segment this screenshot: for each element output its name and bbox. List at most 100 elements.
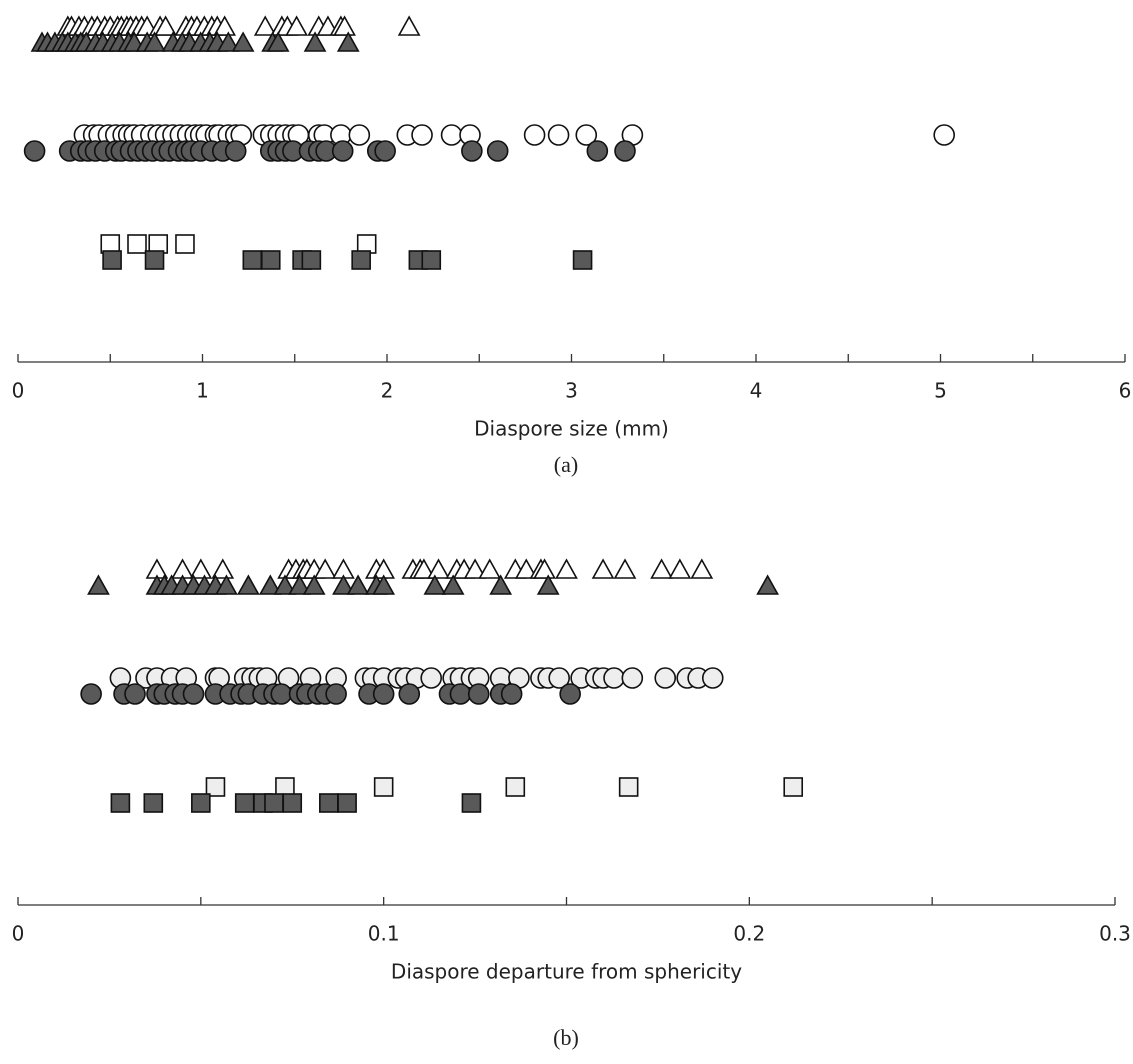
circle-marker bbox=[548, 667, 570, 689]
triangle-marker bbox=[613, 558, 637, 579]
x-axis-label: Diaspore departure from sphericity bbox=[391, 960, 742, 984]
x-tick-label: 0 bbox=[12, 379, 25, 403]
triangle-marker bbox=[514, 558, 538, 579]
square-marker bbox=[301, 250, 322, 270]
square-marker bbox=[351, 250, 371, 270]
square-marker bbox=[205, 777, 226, 797]
triangle-marker bbox=[690, 558, 714, 579]
triangle-marker bbox=[668, 558, 692, 579]
triangle-marker bbox=[87, 574, 110, 595]
triangle-marker bbox=[423, 574, 447, 595]
circle-marker bbox=[182, 683, 205, 705]
circle-marker bbox=[80, 683, 102, 705]
x-tick-label: 6 bbox=[1119, 379, 1132, 403]
triangle-marker bbox=[253, 15, 277, 36]
square-marker bbox=[572, 250, 593, 270]
caption: (b) bbox=[553, 1025, 579, 1050]
triangle-marker bbox=[143, 31, 166, 52]
circle-marker bbox=[420, 667, 443, 689]
x-tick-label: 0.2 bbox=[733, 922, 765, 946]
x-tick-label: 3 bbox=[565, 379, 578, 403]
circle-marker bbox=[586, 140, 609, 162]
triangle-marker bbox=[231, 31, 255, 52]
square-marker bbox=[144, 250, 165, 270]
square-marker bbox=[618, 777, 639, 797]
triangle-marker bbox=[536, 574, 560, 595]
circle-marker bbox=[325, 683, 347, 705]
square-marker bbox=[191, 793, 211, 813]
circle-marker bbox=[654, 667, 677, 689]
triangle-marker bbox=[258, 574, 282, 595]
triangle-marker bbox=[372, 574, 396, 595]
circle-marker bbox=[331, 140, 354, 162]
square-marker bbox=[783, 777, 804, 797]
triangle-marker bbox=[397, 15, 421, 36]
triangle-marker bbox=[555, 558, 578, 579]
triangle-marker bbox=[285, 15, 308, 36]
square-marker bbox=[175, 234, 195, 254]
triangle-marker bbox=[412, 558, 436, 579]
square-marker bbox=[373, 777, 394, 797]
x-tick-label: 0.1 bbox=[368, 922, 400, 946]
square-marker bbox=[242, 250, 263, 270]
triangle-marker bbox=[237, 574, 260, 595]
x-axis-label: Diaspore size (mm) bbox=[474, 417, 669, 441]
circle-marker bbox=[374, 140, 396, 162]
square-marker bbox=[461, 793, 482, 813]
circle-marker bbox=[559, 683, 581, 705]
triangle-marker bbox=[533, 558, 556, 579]
x-tick-label: 1 bbox=[196, 379, 209, 403]
triangle-marker bbox=[266, 31, 290, 52]
triangle-marker bbox=[332, 574, 355, 595]
x-tick-label: 2 bbox=[381, 379, 394, 403]
square-marker bbox=[282, 793, 303, 813]
triangle-marker bbox=[441, 574, 465, 595]
caption: (a) bbox=[554, 452, 578, 477]
triangle-marker bbox=[478, 558, 502, 579]
triangle-marker bbox=[427, 558, 450, 579]
triangle-marker bbox=[346, 574, 370, 595]
triangle-marker bbox=[756, 574, 779, 595]
circle-marker bbox=[440, 124, 463, 146]
circle-marker bbox=[372, 683, 395, 705]
triangle-marker bbox=[591, 558, 615, 579]
x-tick-label: 4 bbox=[750, 379, 763, 403]
circle-marker bbox=[461, 140, 483, 162]
circle-marker bbox=[500, 683, 523, 705]
triangle-marker bbox=[273, 574, 297, 595]
triangle-marker bbox=[463, 558, 487, 579]
triangle-marker bbox=[211, 558, 235, 579]
square-marker bbox=[505, 777, 526, 797]
circle-marker bbox=[933, 124, 955, 146]
circle-marker bbox=[411, 124, 433, 146]
triangle-marker bbox=[336, 31, 360, 52]
x-tick-label: 5 bbox=[934, 379, 947, 403]
triangle-marker bbox=[189, 558, 213, 579]
triangle-marker bbox=[288, 574, 311, 595]
square-marker bbox=[264, 793, 284, 813]
square-marker bbox=[421, 250, 442, 270]
triangle-marker bbox=[216, 31, 240, 52]
triangle-marker bbox=[333, 15, 356, 36]
triangle-marker bbox=[213, 15, 236, 36]
triangle-marker bbox=[302, 574, 326, 595]
x-tick-label: 0.3 bbox=[1099, 922, 1131, 946]
triangle-marker bbox=[313, 558, 337, 579]
square-marker bbox=[102, 250, 122, 270]
square-marker bbox=[143, 793, 164, 813]
triangle-marker bbox=[303, 31, 327, 52]
circle-marker bbox=[398, 683, 421, 705]
triangle-marker bbox=[650, 558, 673, 579]
circle-marker bbox=[23, 140, 46, 162]
circle-marker bbox=[614, 140, 636, 162]
square-marker bbox=[110, 793, 131, 813]
circle-marker bbox=[348, 124, 371, 146]
triangle-marker bbox=[489, 574, 513, 595]
square-marker bbox=[234, 793, 255, 813]
square-marker bbox=[127, 234, 147, 254]
circle-marker bbox=[270, 683, 293, 705]
square-marker bbox=[260, 250, 281, 270]
triangle-marker bbox=[215, 574, 238, 595]
circle-marker bbox=[124, 683, 146, 705]
